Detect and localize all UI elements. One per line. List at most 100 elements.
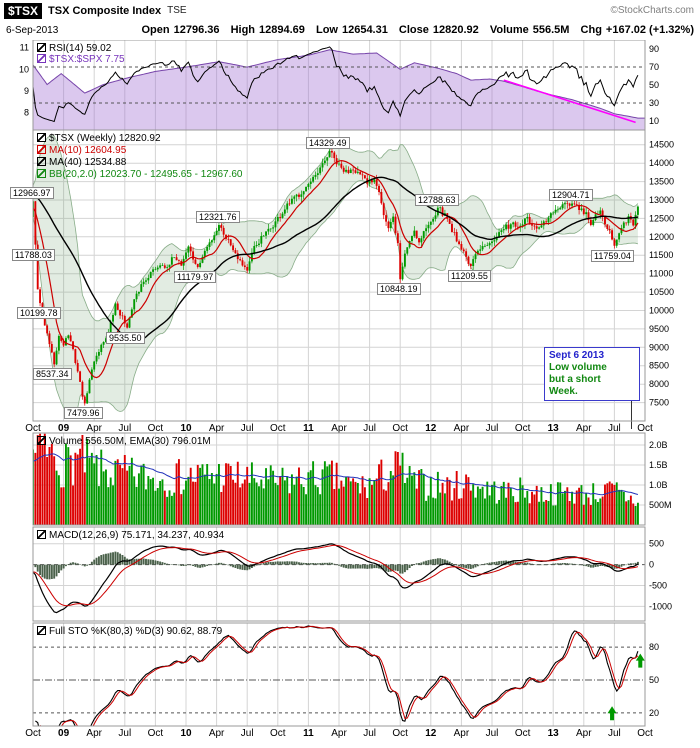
open-value: 12796.36 (173, 24, 220, 36)
price-legend: $TSX (Weekly) 12820.92 (37, 133, 161, 144)
low-label: Low (315, 24, 338, 36)
bollinger-indicator-icon (37, 169, 46, 178)
axis-tick-label: 13000 (649, 195, 674, 205)
title-row: $TSX TSX Composite Index TSE (4, 2, 187, 19)
x-axis-label: Apr (331, 423, 347, 434)
axis-tick-label: 50 (649, 80, 659, 90)
price-callout: 11209.55 (448, 270, 491, 282)
x-axis-label: Oct (515, 423, 531, 434)
axis-tick-label: 14500 (649, 140, 674, 150)
up-volume-bars (33, 438, 639, 525)
ma40-indicator-icon (37, 157, 46, 166)
x-axis-label: Jul (241, 728, 254, 739)
bollinger-legend-text: BB(20,2.0) 12023.70 - 12495.65 - 12967.6… (49, 169, 243, 180)
down-volume-bars (34, 433, 635, 525)
x-axis-label: Jul (486, 728, 499, 739)
annotation-note: Sept 6 2013 Low volume but a short Week. (544, 347, 640, 401)
axis-tick-label: 10 (649, 116, 659, 126)
ratio-legend: $TSX:$SPX 7.75 (37, 54, 125, 65)
stochastic-indicator-icon (37, 626, 46, 635)
x-axis-label: 12 (425, 728, 437, 739)
chg-value: +167.02 (+1.32%) (605, 24, 694, 36)
volume-label: Volume (489, 24, 529, 36)
x-axis-label: Apr (454, 423, 470, 434)
x-axis-label: Oct (148, 423, 164, 434)
x-axis-label: Jul (363, 423, 376, 434)
chart-header: $TSX TSX Composite Index TSE ©StockChart… (0, 0, 700, 40)
symbol-badge: $TSX (4, 2, 43, 19)
ratio-trendline (503, 79, 636, 124)
x-axis-label: Apr (454, 728, 470, 739)
axis-tick-label: 70 (649, 62, 659, 72)
axis-tick-label: 0 (649, 560, 654, 570)
x-axis-label: Oct (148, 728, 164, 739)
ma40-legend: MA(40) 12534.88 (37, 157, 126, 168)
x-axis-label: Oct (515, 728, 531, 739)
x-axis-label: Apr (209, 728, 225, 739)
x-axis-label: Oct (637, 728, 653, 739)
price-callout: 11179.97 (174, 271, 217, 283)
annotation-line-1: Sept 6 2013 (549, 350, 605, 361)
x-axis-label: Apr (331, 728, 347, 739)
stochastic-legend: Full STO %K(80,3) %D(3) 90.62, 88.79 (37, 626, 222, 637)
axis-tick-label: 90 (649, 44, 659, 54)
x-axis-label: Jul (241, 423, 254, 434)
rsi-series-layer (33, 46, 645, 130)
axis-tick-label: 500 (649, 539, 664, 549)
axis-tick-label: 12500 (649, 213, 674, 223)
x-axis-label: Oct (392, 728, 408, 739)
macd-legend-text: MACD(12,26,9) 75.171, 34.237, 40.934 (49, 530, 225, 541)
price-legend-text: $TSX (Weekly) 12820.92 (49, 133, 161, 144)
volume-legend: Volume 556.50M, EMA(30) 796.01M (37, 436, 211, 447)
axis-tick-label: 10500 (649, 287, 674, 297)
axis-tick-label: 10 (19, 64, 29, 74)
axis-tick-label: 11000 (649, 269, 673, 279)
annotation-line-3: but a short (549, 374, 601, 385)
axis-tick-label: 11 (20, 43, 29, 53)
x-axis-label: Oct (637, 423, 653, 434)
x-axis-label: Oct (392, 423, 408, 434)
x-axis-label: Oct (270, 423, 286, 434)
rsi-legend: RSI(14) 59.02 (37, 43, 111, 54)
high-label: High (230, 24, 256, 36)
x-axis-label: 13 (548, 728, 560, 739)
volume-value: 556.5M (532, 24, 570, 36)
x-axis-label: Apr (576, 423, 592, 434)
quote-summary: Open 12796.36 High 12894.69 Low 12654.31 Cl… (141, 24, 694, 36)
bollinger-band (33, 135, 638, 413)
ma40-legend-text: MA(40) 12534.88 (49, 157, 127, 168)
axis-tick-label: 14000 (649, 158, 674, 168)
low-value: 12654.31 (341, 24, 388, 36)
ma10-legend-text: MA(10) 12604.95 (49, 145, 127, 156)
index-name: TSX Composite Index (48, 4, 162, 17)
ratio-legend-text: $TSX:$SPX 7.75 (49, 54, 125, 65)
x-axis-label: Apr (86, 423, 102, 434)
x-axis-label: Apr (86, 728, 102, 739)
sto-series-layer (33, 625, 645, 726)
close-value: 12820.92 (432, 24, 479, 36)
ratio-area (33, 49, 645, 130)
axis-tick-label: 13500 (649, 177, 674, 187)
price-panel-border (32, 129, 646, 422)
x-axis-label: 12 (425, 423, 437, 434)
axis-tick-label: 9 (24, 86, 29, 96)
x-axis-label: 10 (180, 423, 192, 434)
price-callout: 9535.50 (106, 332, 145, 344)
volume-series-layer (33, 433, 639, 525)
copyright: ©StockCharts.com (610, 5, 694, 16)
ma10-indicator-icon (37, 145, 46, 154)
axis-tick-label: 9000 (649, 342, 669, 352)
x-axis-label: Jul (363, 728, 376, 739)
x-axis-label: 09 (58, 423, 70, 434)
axis-tick-label: 10000 (649, 305, 674, 315)
chart-date: 6-Sep-2013 (6, 25, 59, 36)
rsi-indicator-icon (37, 43, 46, 52)
buy-signal-arrow (607, 706, 617, 721)
macd-indicator-icon (37, 530, 46, 539)
axis-tick-label: 2.0B (649, 440, 668, 450)
axis-tick-label: 7500 (649, 398, 669, 408)
